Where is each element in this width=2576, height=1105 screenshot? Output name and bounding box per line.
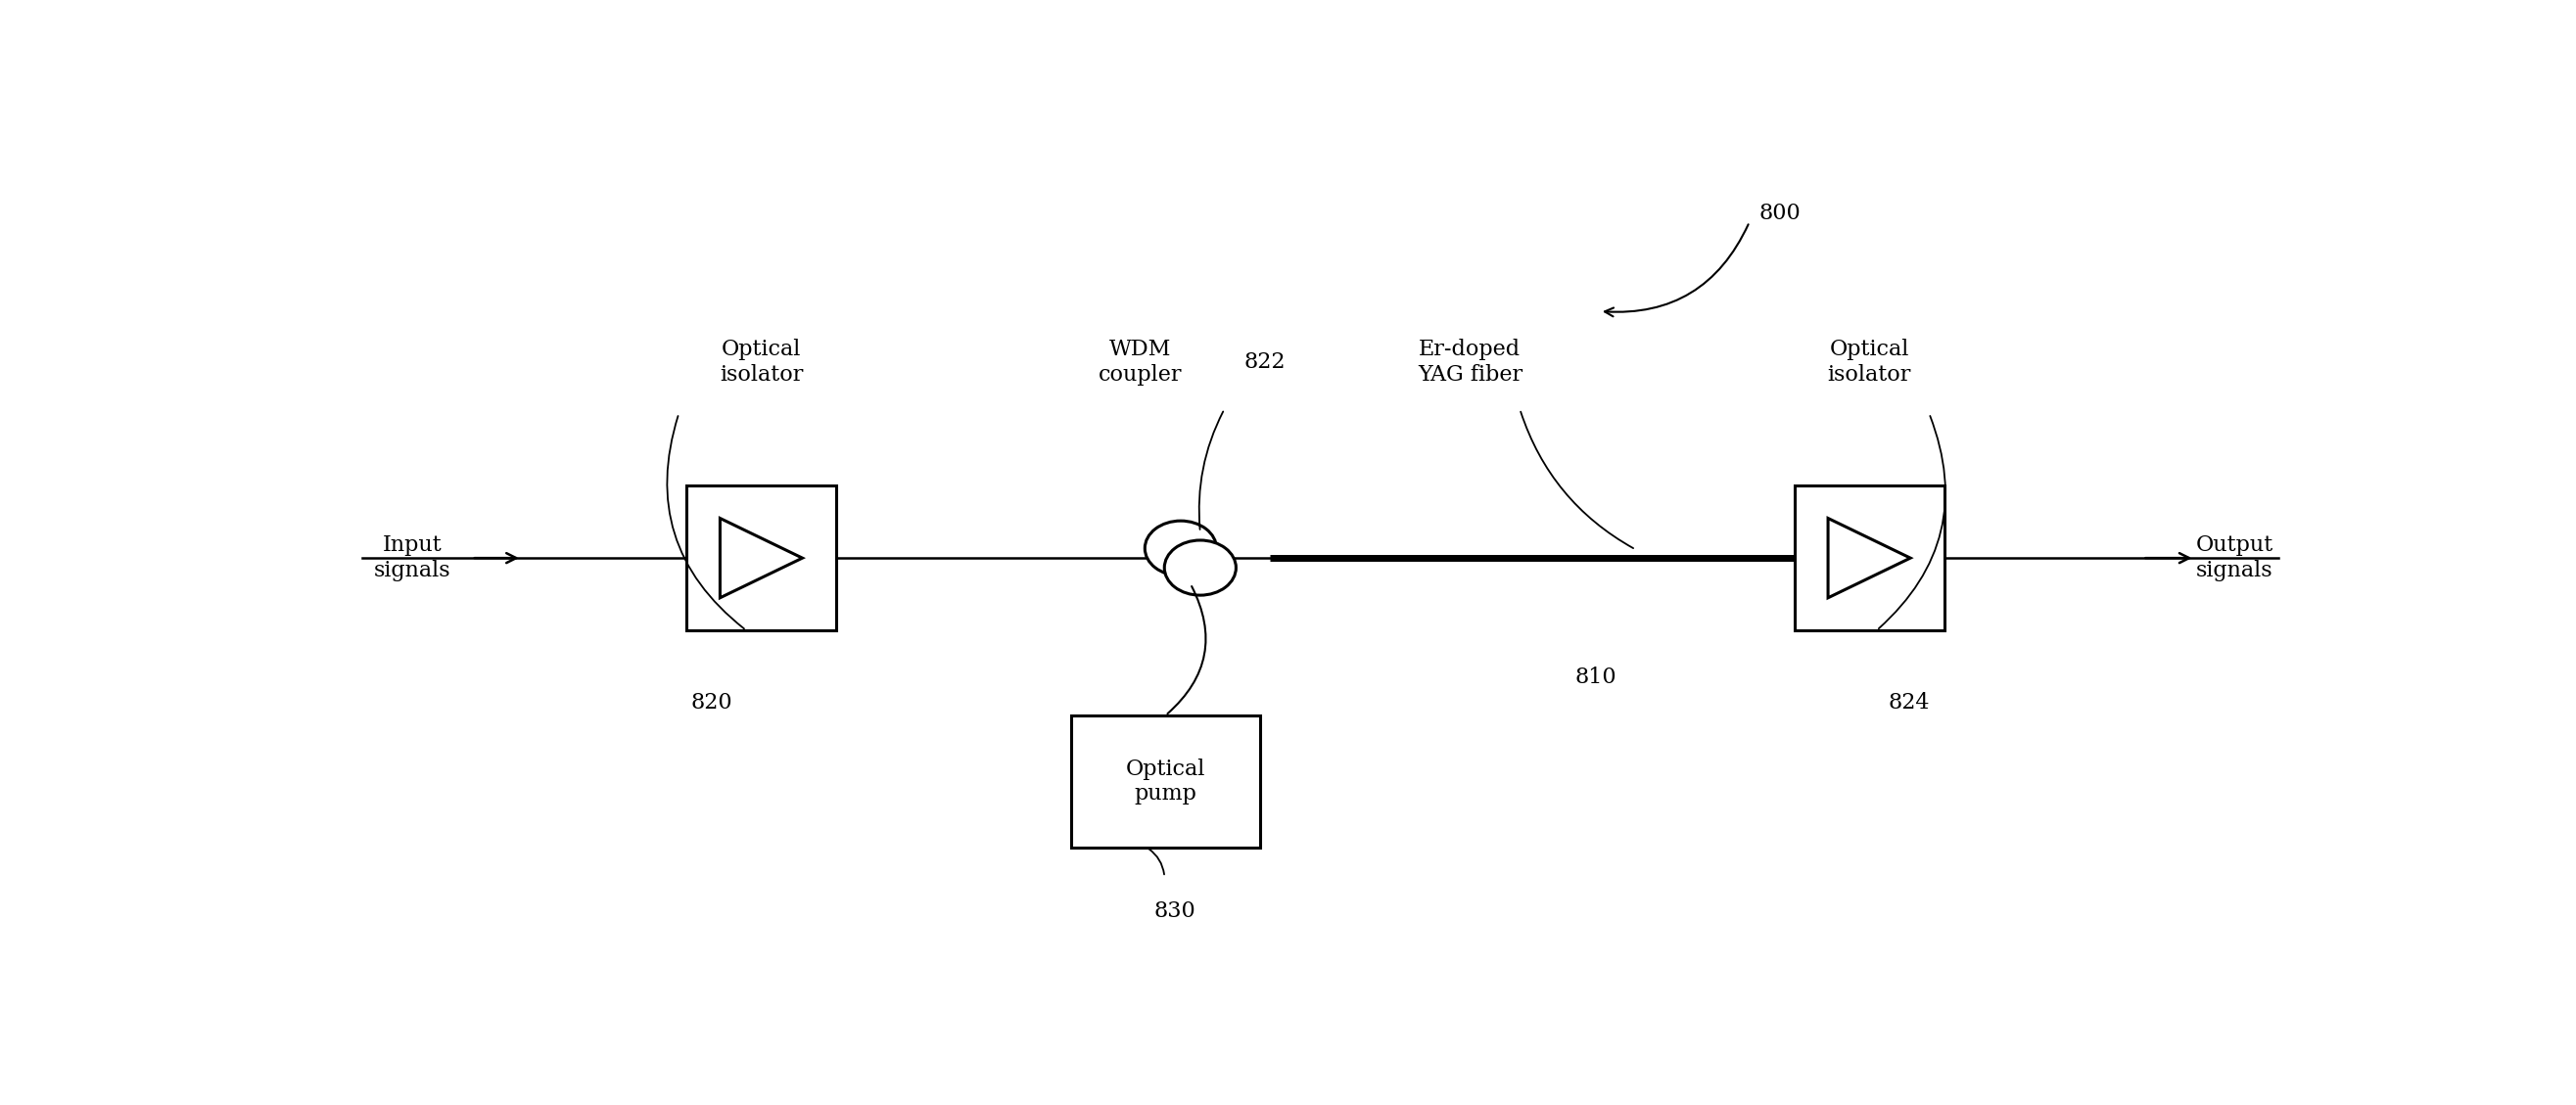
Polygon shape xyxy=(721,518,801,598)
Text: WDM
coupler: WDM coupler xyxy=(1100,339,1182,386)
Polygon shape xyxy=(1829,518,1911,598)
Text: 822: 822 xyxy=(1244,351,1285,373)
Text: 820: 820 xyxy=(690,692,732,714)
Ellipse shape xyxy=(1164,540,1236,596)
Text: 824: 824 xyxy=(1888,692,1929,714)
Text: Optical
isolator: Optical isolator xyxy=(1826,339,1911,386)
Text: Optical
pump: Optical pump xyxy=(1126,758,1206,804)
Text: 830: 830 xyxy=(1154,901,1195,922)
Bar xyxy=(1795,486,1945,630)
Bar xyxy=(1072,715,1260,848)
Text: 800: 800 xyxy=(1759,202,1801,224)
Text: 810: 810 xyxy=(1574,666,1618,688)
Bar xyxy=(685,486,837,630)
Ellipse shape xyxy=(1144,520,1216,576)
Text: Output
signals: Output signals xyxy=(2195,535,2275,581)
Text: Input
signals: Input signals xyxy=(374,535,451,581)
Text: Optical
isolator: Optical isolator xyxy=(719,339,804,386)
Text: Er-doped
YAG fiber: Er-doped YAG fiber xyxy=(1417,339,1522,386)
